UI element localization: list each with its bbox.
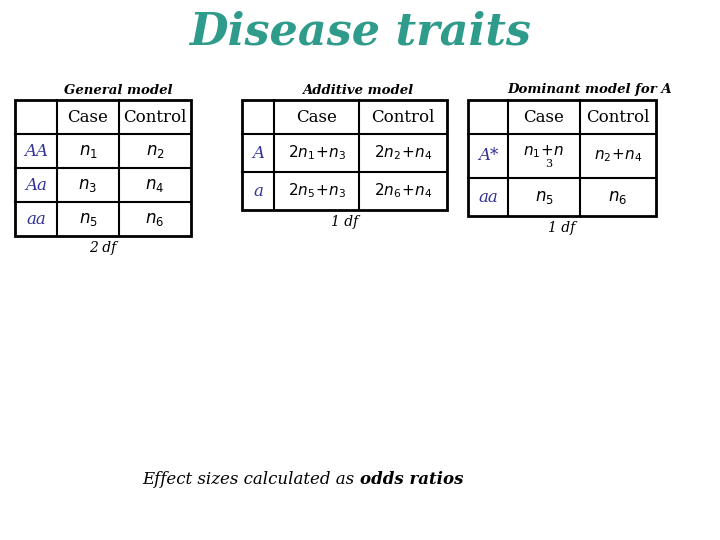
Text: $n_1\!+\!n$: $n_1\!+\!n$ <box>523 144 564 160</box>
Text: $n_2\!+\!n_4$: $n_2\!+\!n_4$ <box>594 147 642 164</box>
Text: $n_3$: $n_3$ <box>78 177 97 193</box>
Text: Control: Control <box>586 109 649 125</box>
Text: $n_6$: $n_6$ <box>145 211 165 227</box>
Text: odds ratios: odds ratios <box>360 471 464 489</box>
Text: Dominant model for A: Dominant model for A <box>508 84 672 97</box>
Text: 2 df: 2 df <box>89 241 117 255</box>
Text: Disease traits: Disease traits <box>189 10 531 53</box>
Text: A*: A* <box>478 147 498 165</box>
Text: $n_4$: $n_4$ <box>145 177 165 193</box>
Text: Case: Case <box>68 109 109 125</box>
Text: $n_5$: $n_5$ <box>78 211 97 227</box>
Text: A: A <box>252 145 264 161</box>
Text: $2n_2\!+\!n_4$: $2n_2\!+\!n_4$ <box>374 144 432 163</box>
Text: $n_1$: $n_1$ <box>78 143 97 159</box>
Text: aa: aa <box>26 211 46 227</box>
Text: Control: Control <box>123 109 186 125</box>
Text: 1 df: 1 df <box>549 221 575 235</box>
Bar <box>15 100 191 236</box>
Text: 3: 3 <box>546 159 552 169</box>
Text: Additive model: Additive model <box>302 84 413 97</box>
Text: $n_5$: $n_5$ <box>534 188 554 206</box>
Text: Effect sizes calculated as: Effect sizes calculated as <box>143 471 360 489</box>
Text: 1 df: 1 df <box>331 215 358 229</box>
Text: General model: General model <box>64 84 172 97</box>
Text: $2n_5\!+\!n_3$: $2n_5\!+\!n_3$ <box>287 181 346 200</box>
Text: $2n_1\!+\!n_3$: $2n_1\!+\!n_3$ <box>287 144 346 163</box>
Text: aa: aa <box>478 188 498 206</box>
Text: a: a <box>253 183 263 199</box>
Text: AA: AA <box>24 143 48 159</box>
Text: Aa: Aa <box>25 177 47 193</box>
Text: Case: Case <box>296 109 337 125</box>
Bar <box>468 100 656 216</box>
Text: $n_6$: $n_6$ <box>608 188 628 206</box>
Text: Control: Control <box>372 109 435 125</box>
Bar <box>242 100 447 210</box>
Text: $2n_6\!+\!n_4$: $2n_6\!+\!n_4$ <box>374 181 432 200</box>
Text: Case: Case <box>523 109 564 125</box>
Text: $n_2$: $n_2$ <box>145 143 164 159</box>
